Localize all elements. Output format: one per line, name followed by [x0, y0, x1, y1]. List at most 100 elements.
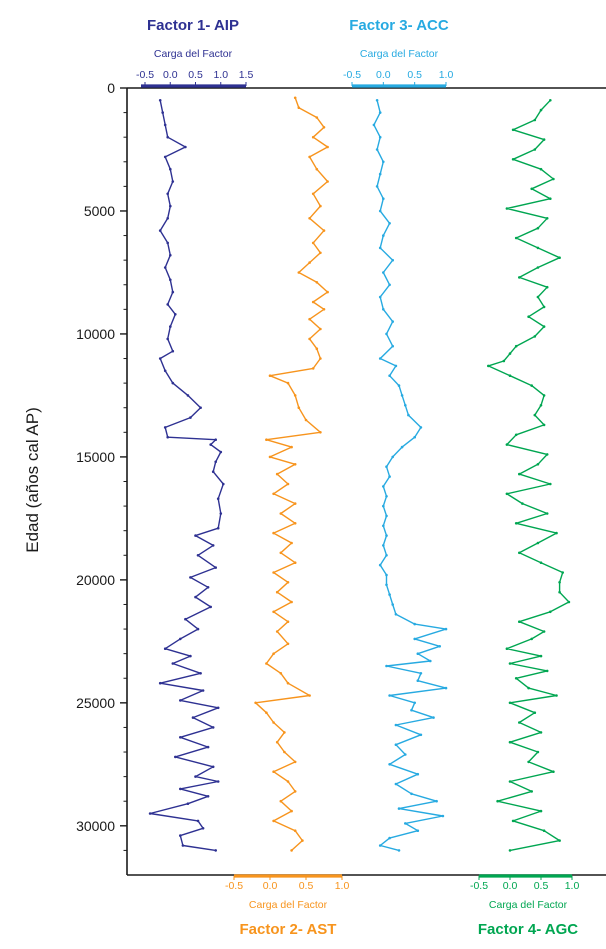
factor-tick-label: 1.0 [565, 880, 580, 892]
factor-title: Factor 1- AIP [147, 17, 239, 34]
factor-data-point [397, 849, 401, 852]
factor-data-point [272, 531, 275, 535]
factor-data-point [293, 394, 297, 397]
factor-data-point [319, 204, 322, 208]
factor-data-point [174, 313, 177, 316]
factor-data-point [211, 544, 215, 547]
factor-data-point [308, 694, 311, 697]
factor-data-point [308, 217, 311, 220]
factor-data-point [290, 809, 293, 813]
factor-data-point [536, 226, 540, 230]
factor-data-point [514, 344, 518, 348]
factor-data-point [397, 807, 401, 810]
factor-data-point [385, 332, 388, 336]
factor-data-point [419, 426, 423, 429]
factor-data-point [378, 111, 382, 114]
factor-data-point [214, 849, 217, 852]
factor-data-point [268, 374, 272, 378]
factor-data-point [545, 285, 549, 289]
factor-data-point [290, 541, 293, 545]
factor-data-point [536, 541, 540, 545]
factor-data-point [186, 802, 190, 805]
factor-data-point [542, 423, 546, 427]
factor-data-point [558, 581, 561, 584]
factor-data-point [315, 116, 319, 119]
factor-data-point [166, 135, 169, 139]
factor-data-point [254, 701, 257, 705]
factor-data-point [388, 283, 391, 287]
factor-data-point [378, 563, 382, 567]
factor-axis-label: Carga del Factor [249, 899, 328, 911]
factor-data-point [378, 295, 382, 299]
factor-data-point [194, 775, 197, 778]
factor-data-point [293, 829, 297, 832]
factor-data-point [505, 492, 509, 496]
factor-data-point [311, 135, 315, 139]
y-tick-label: 30000 [76, 818, 115, 834]
factor-data-point [407, 413, 410, 417]
factor-data-point [308, 337, 311, 341]
factor-data-point [375, 148, 379, 151]
factor-data-point [514, 677, 518, 680]
factor-data-point [530, 637, 533, 641]
factor-data-point [272, 721, 275, 724]
factor-data-point [166, 337, 169, 341]
factor-data-point [533, 711, 537, 714]
factor-data-point [179, 834, 182, 837]
factor-data-point [539, 731, 543, 734]
factor-data-point [549, 99, 552, 102]
factor-data-point [416, 772, 420, 776]
factor-data-point [508, 352, 512, 355]
factor-data-point [378, 246, 382, 250]
factor-data-point [545, 512, 549, 515]
factor-data-point [166, 303, 169, 306]
factor-data-point [530, 384, 533, 387]
factor-data-point [319, 431, 322, 434]
factor-data-point [290, 600, 293, 604]
factor-data-point [567, 600, 571, 604]
factor-data-point [293, 760, 297, 764]
factor-panel-3: Factor 3- ACC Carga del Factor -0.5 0.0 0.5 1… [343, 17, 453, 852]
factor-data-point [416, 652, 420, 655]
y-axis: Edad (años cal AP) 0 5000 10000 15000 20000 2… [23, 80, 127, 851]
y-tick-label: 0 [107, 80, 115, 96]
factor-data-point [286, 780, 290, 783]
factor-data-point [521, 502, 524, 505]
factor-data-point [311, 192, 315, 196]
factor-data-point [158, 99, 162, 102]
factor-data-point [391, 455, 395, 459]
factor-data-point [508, 780, 512, 783]
factor-data-point [206, 586, 210, 589]
factor-data-point [216, 706, 220, 710]
factor-data-point [319, 357, 322, 360]
factor-data-point [219, 450, 223, 454]
factor-data-point [293, 561, 297, 564]
factor-data-point [286, 581, 290, 584]
factor-data-point [158, 357, 162, 360]
factor-data-point [539, 108, 543, 112]
factor-data-point [419, 733, 423, 737]
factor-data-point [171, 180, 175, 183]
factor-tick-label: 0.5 [534, 880, 549, 892]
factor-data-point [435, 799, 438, 803]
factor-data-point [413, 435, 417, 439]
factor-data-point [404, 753, 407, 756]
factor-data-point [272, 610, 275, 614]
factor-series-line [149, 100, 225, 852]
factor-data-point [375, 99, 379, 102]
factor-data-point [319, 251, 322, 255]
factor-data-point [416, 679, 420, 682]
factor-tick-label: 0.5 [407, 69, 422, 81]
factor-data-point [394, 782, 398, 786]
factor-data-point [293, 96, 297, 100]
factor-data-point [542, 394, 546, 397]
factor-data-point [166, 241, 169, 245]
factor-data-point [272, 770, 275, 773]
factor-data-point [382, 308, 385, 311]
factor-data-point [189, 654, 192, 658]
factor-data-point [382, 524, 385, 528]
factor-data-point [275, 472, 279, 476]
factor-data-point [275, 590, 279, 594]
factor-data-point [315, 347, 319, 351]
factor-data-point [322, 229, 326, 232]
